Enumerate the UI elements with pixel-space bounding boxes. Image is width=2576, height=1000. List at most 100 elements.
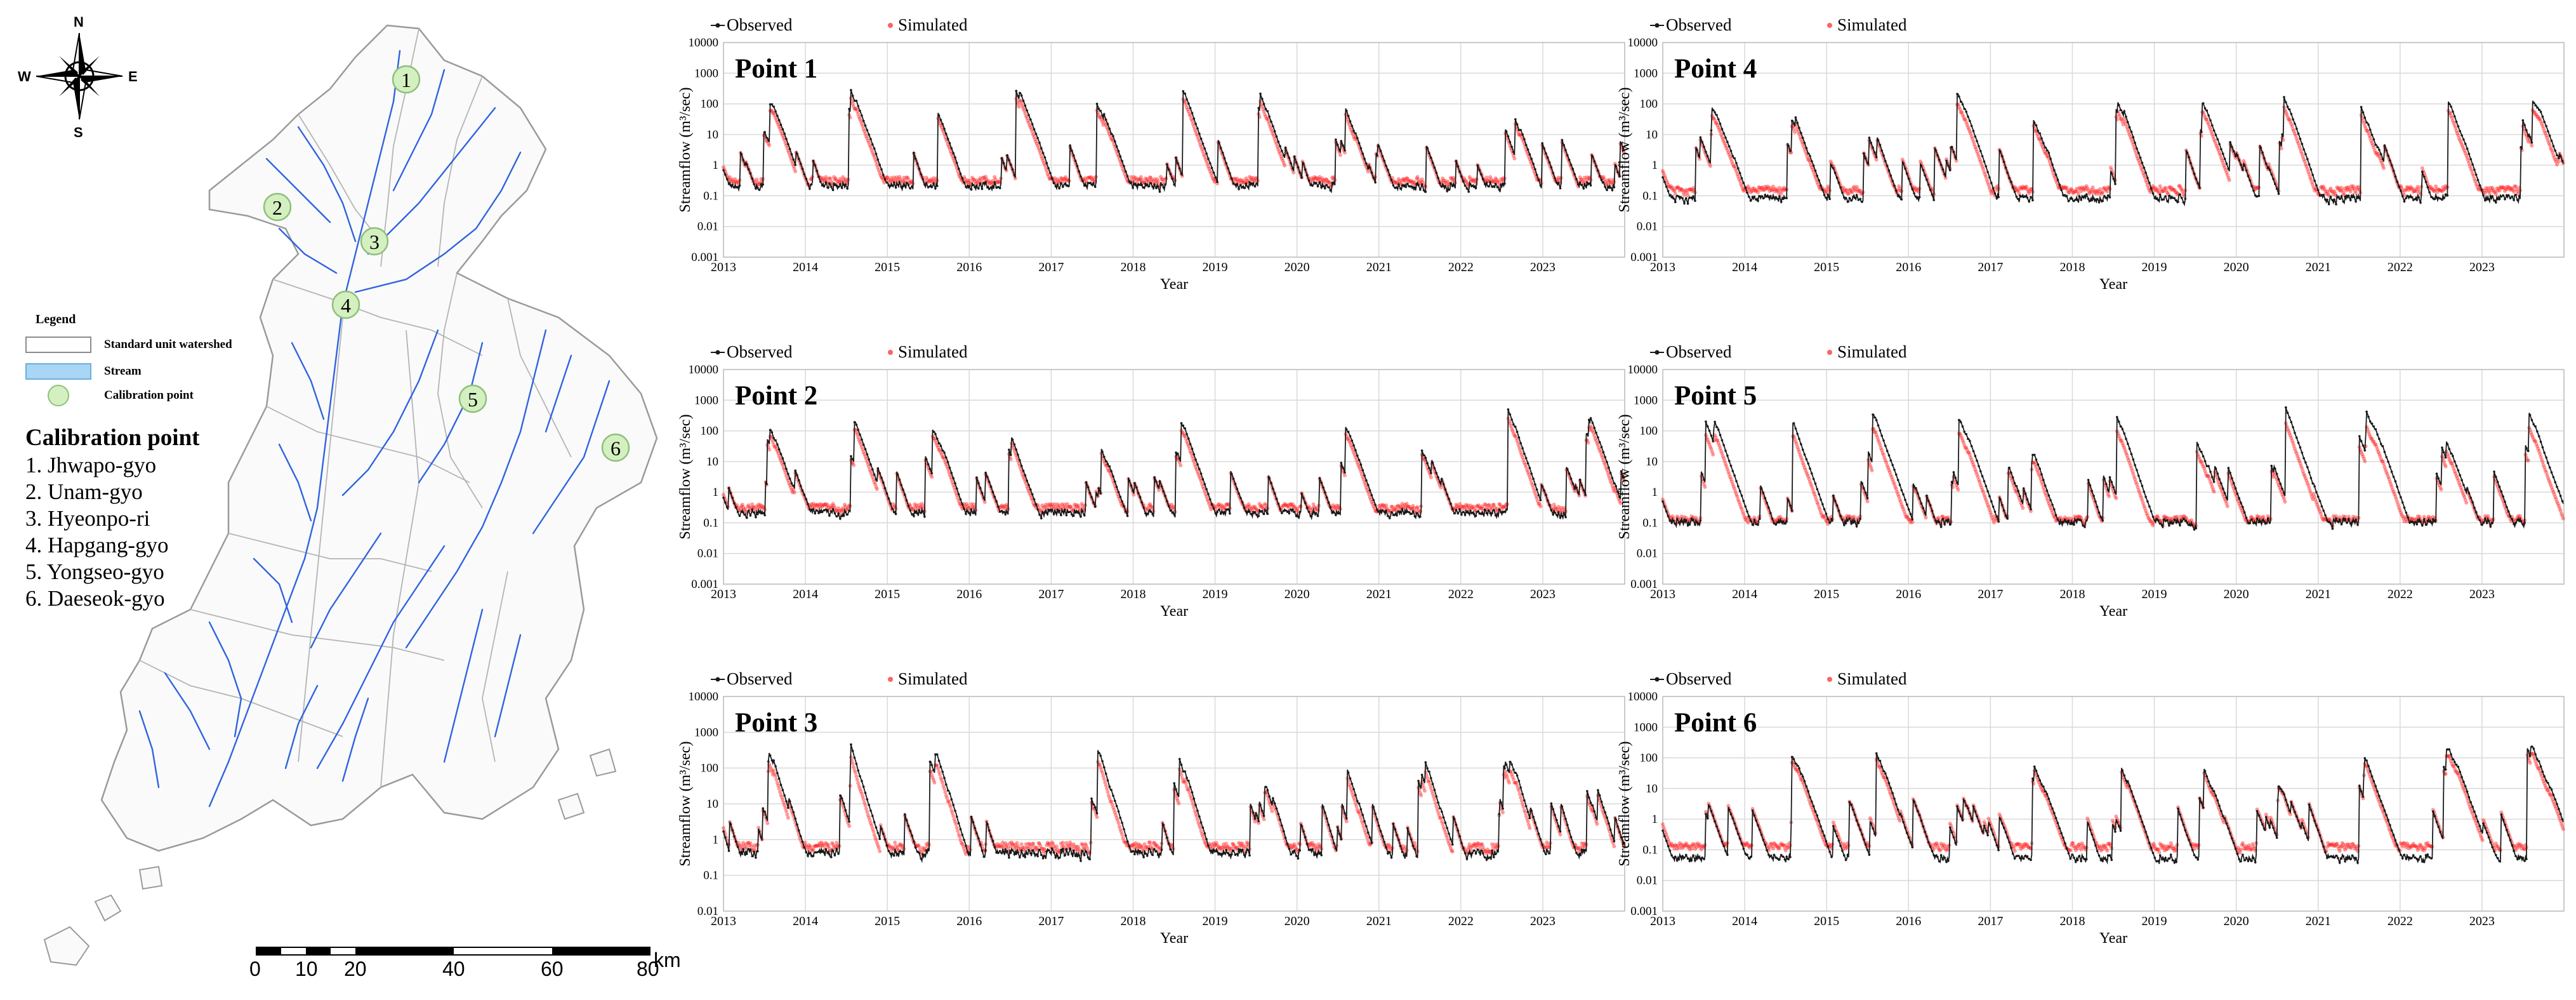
simulated-point [2356,187,2360,192]
observed-point [928,185,932,188]
simulated-point [1054,178,1058,183]
simulated-point [2223,166,2227,170]
observed-point [1578,478,1582,481]
observed-point [1081,180,1084,182]
simulated-point [1086,175,1090,180]
simulated-point [1517,133,1521,137]
observed-point [880,168,883,171]
observed-point [2191,167,2194,170]
observed-point [2476,178,2480,182]
observed-point [1022,99,1025,102]
observed-point [902,488,904,491]
observed-point [1396,186,1398,189]
observed-point [1270,120,1272,123]
simulated-point [846,505,850,510]
observed-point [801,489,804,492]
simulated-point [2540,124,2545,128]
simulated-point [1335,503,1339,508]
observed-point [1063,183,1066,185]
simulated-point [1473,178,1477,182]
simulated-point [850,102,855,106]
simulated-point [1103,462,1107,466]
simulated-point [2202,112,2207,117]
simulated-point [2420,166,2424,170]
simulated-point [876,168,881,173]
x-tick-label: 2015 [875,260,900,274]
simulated-point [1742,515,1747,519]
simulated-point [1467,175,1472,179]
observed-point [803,493,806,497]
observed-point [727,486,730,490]
simulated-point [2532,110,2537,114]
simulated-point [1199,145,1203,149]
observed-point [1097,107,1100,110]
simulated-point [2303,162,2308,166]
simulated-point [907,180,911,185]
simulated-point [783,470,788,475]
simulated-point [2412,189,2417,194]
simulated-point [1218,504,1222,509]
simulated-point [1469,179,1474,183]
simulated-point [1606,470,1610,475]
simulated-point [1813,492,1817,497]
observed-point [756,512,759,516]
simulated-point [1712,116,1716,121]
simulated-point [1198,142,1203,147]
simulated-point [1969,135,1974,138]
simulated-point [2343,186,2348,190]
simulated-point [1484,503,1488,507]
observed-point [851,458,854,460]
observed-point [1194,458,1197,461]
simulated-point [1392,508,1396,512]
observed-point [785,467,788,470]
simulated-point [1472,507,1476,511]
simulated-point [1685,190,1689,195]
observed-point [1313,181,1316,184]
observed-point [2548,135,2551,137]
simulated-point [2458,138,2462,142]
observed-point [1320,186,1323,189]
simulated-point [1441,176,1445,180]
observed-point [2064,194,2066,197]
simulated-point [1465,505,1469,509]
simulated-point [1264,117,1269,121]
simulated-point [906,175,909,180]
simulated-point [2148,190,2153,194]
observed-point [1399,510,1402,513]
observed-point [1316,185,1319,188]
simulated-point [1326,180,1331,184]
simulated-point [1186,441,1190,446]
simulated-point [1608,476,1612,481]
simulated-point [835,178,839,183]
observed-point [937,442,941,444]
simulated-point [2302,159,2307,164]
simulated-point [2125,124,2129,129]
observed-point [1379,509,1382,512]
observed-point [2467,152,2471,156]
simulated-point [1602,460,1606,465]
simulated-point [2242,159,2246,163]
observed-point [1214,512,1217,515]
simulated-point [2324,192,2328,196]
observed-point [1318,477,1321,479]
x-tick-label: 2020 [2224,260,2249,274]
observed-point [1387,168,1389,171]
observed-point [821,510,824,514]
simulated-point [857,437,861,442]
observed-point [946,461,949,463]
observed-point [1062,510,1064,513]
simulated-point [1592,434,1597,438]
observed-point [1192,453,1196,456]
simulated-point [1196,470,1199,474]
simulated-point [1770,188,1774,192]
simulated-point [1760,185,1764,190]
simulated-point [2307,172,2311,177]
simulated-point [969,502,974,506]
observed-point [1879,143,1882,147]
calibration-list-title: Calibration point [25,425,200,451]
observed-point [1505,508,1508,511]
observed-point [2082,196,2084,199]
simulated-point [2082,188,2086,192]
simulated-point [1714,121,1718,125]
simulated-point [2461,147,2466,151]
